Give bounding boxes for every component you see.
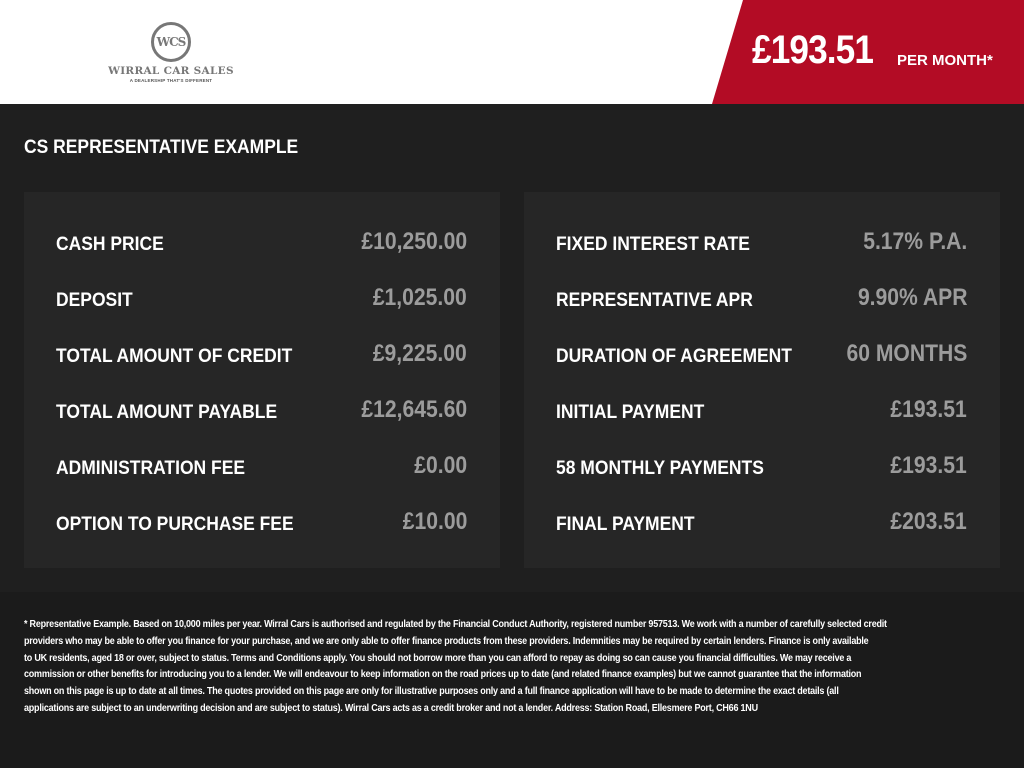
monthly-price-banner: £193.51 PER MONTH* bbox=[712, 0, 1024, 104]
finance-row: TOTAL AMOUNT PAYABLE £12,645.60 bbox=[56, 396, 467, 426]
row-value: £193.51 bbox=[890, 396, 967, 423]
disclaimer-line: to UK residents, aged 18 or over, subjec… bbox=[24, 652, 852, 664]
row-label: CASH PRICE bbox=[56, 234, 164, 255]
finance-row: FINAL PAYMENT £203.51 bbox=[556, 508, 967, 538]
row-label: DEPOSIT bbox=[56, 290, 133, 311]
row-value: £12,645.60 bbox=[361, 396, 467, 423]
row-value: £10.00 bbox=[402, 508, 467, 535]
finance-row: DURATION OF AGREEMENT 60 MONTHS bbox=[556, 340, 967, 370]
row-label: INITIAL PAYMENT bbox=[556, 402, 705, 423]
logo-monogram-icon: WCS bbox=[151, 22, 191, 62]
row-value: £10,250.00 bbox=[361, 228, 467, 255]
price-unit: PER MONTH* bbox=[897, 52, 993, 69]
disclaimer-line: commission or other benefits for introdu… bbox=[24, 669, 862, 681]
finance-row: 58 MONTHLY PAYMENTS £193.51 bbox=[556, 452, 967, 482]
row-label: OPTION TO PURCHASE FEE bbox=[56, 514, 294, 535]
row-label: DURATION OF AGREEMENT bbox=[556, 346, 792, 367]
finance-row: ADMINISTRATION FEE £0.00 bbox=[56, 452, 467, 482]
finance-panel-right: FIXED INTEREST RATE 5.17% P.A. REPRESENTAT… bbox=[524, 192, 1000, 568]
finance-row: REPRESENTATIVE APR 9.90% APR bbox=[556, 284, 967, 314]
finance-row: OPTION TO PURCHASE FEE £10.00 bbox=[56, 508, 467, 538]
header: WCS WIRRAL CAR SALES A DEALERSHIP THAT'S… bbox=[0, 0, 1024, 104]
disclaimer-line: applications are subject to an underwrit… bbox=[24, 702, 758, 714]
disclaimer-text: * Representative Example. Based on 10,00… bbox=[24, 617, 983, 718]
finance-row: CASH PRICE £10,250.00 bbox=[56, 228, 467, 258]
row-label: TOTAL AMOUNT OF CREDIT bbox=[56, 346, 293, 367]
finance-panel-left: CASH PRICE £10,250.00 DEPOSIT £1,025.00 TOTA… bbox=[24, 192, 500, 568]
row-label: 58 MONTHLY PAYMENTS bbox=[556, 458, 764, 479]
disclaimer-line: shown on this page is up to date at all … bbox=[24, 686, 839, 698]
logo[interactable]: WCS WIRRAL CAR SALES A DEALERSHIP THAT'S… bbox=[108, 22, 234, 83]
row-label: REPRESENTATIVE APR bbox=[556, 290, 753, 311]
section-title: CS REPRESENTATIVE EXAMPLE bbox=[24, 137, 299, 158]
finance-row: TOTAL AMOUNT OF CREDIT £9,225.00 bbox=[56, 340, 467, 370]
finance-row: DEPOSIT £1,025.00 bbox=[56, 284, 467, 314]
row-value: £203.51 bbox=[890, 508, 967, 535]
row-value: £193.51 bbox=[890, 452, 967, 479]
finance-row: FIXED INTEREST RATE 5.17% P.A. bbox=[556, 228, 967, 258]
row-value: £0.00 bbox=[414, 452, 467, 479]
row-value: £9,225.00 bbox=[373, 340, 467, 367]
row-value: £1,025.00 bbox=[373, 284, 467, 311]
disclaimer-section: * Representative Example. Based on 10,00… bbox=[0, 592, 1024, 768]
row-value: 60 MONTHS bbox=[846, 340, 967, 367]
monthly-price: £193.51 bbox=[752, 28, 874, 72]
logo-tagline: A DEALERSHIP THAT'S DIFFERENT bbox=[129, 78, 213, 83]
disclaimer-line: * Representative Example. Based on 10,00… bbox=[24, 619, 887, 630]
row-value: 9.90% APR bbox=[857, 284, 967, 311]
finance-row: INITIAL PAYMENT £193.51 bbox=[556, 396, 967, 426]
row-label: FIXED INTEREST RATE bbox=[556, 234, 750, 255]
logo-name: WIRRAL CAR SALES bbox=[108, 65, 234, 77]
row-label: FINAL PAYMENT bbox=[556, 514, 695, 535]
row-label: ADMINISTRATION FEE bbox=[56, 458, 246, 479]
row-value: 5.17% P.A. bbox=[862, 228, 967, 255]
disclaimer-line: providers who may be able to offer you f… bbox=[24, 635, 869, 647]
row-label: TOTAL AMOUNT PAYABLE bbox=[56, 402, 278, 423]
